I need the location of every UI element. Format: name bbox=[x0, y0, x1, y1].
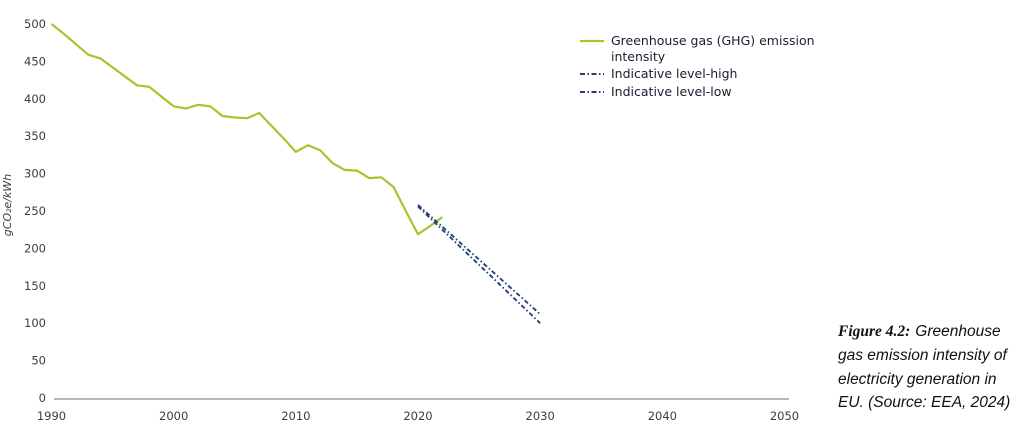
svg-text:2020: 2020 bbox=[403, 409, 432, 423]
svg-text:200: 200 bbox=[24, 241, 46, 255]
svg-text:250: 250 bbox=[24, 204, 46, 218]
svg-text:0: 0 bbox=[39, 391, 46, 405]
svg-text:2040: 2040 bbox=[648, 409, 677, 423]
svg-text:500: 500 bbox=[24, 17, 46, 31]
chart-legend: Greenhouse gas (GHG) emission intensity … bbox=[580, 33, 816, 99]
svg-text:50: 50 bbox=[31, 354, 46, 368]
figure-caption-label: Figure 4.2: bbox=[838, 323, 911, 340]
svg-text:2030: 2030 bbox=[526, 409, 555, 423]
svg-text:1990: 1990 bbox=[37, 409, 66, 423]
svg-text:150: 150 bbox=[24, 279, 46, 293]
legend-item-ghg-emission-intensity: Greenhouse gas (GHG) emission intensity bbox=[580, 33, 816, 64]
svg-text:350: 350 bbox=[24, 129, 46, 143]
svg-text:400: 400 bbox=[24, 92, 46, 106]
svg-text:gCO₂e/kWh: gCO₂e/kWh bbox=[1, 174, 14, 236]
legend-label: Indicative level-high bbox=[611, 66, 738, 81]
figure-caption: Figure 4.2: Greenhouse gas emission inte… bbox=[838, 320, 1020, 415]
legend-item-indicative-level-low: Indicative level-low bbox=[580, 84, 816, 100]
figure-caption-text: Greenhouse gas emission intensity of ele… bbox=[838, 323, 1011, 412]
legend-item-indicative-level-high: Indicative level-high bbox=[580, 66, 816, 82]
legend-label: Indicative level-low bbox=[611, 83, 732, 99]
legend-swatch-solid-line bbox=[580, 39, 604, 43]
legend-swatch-dash-dot-line bbox=[580, 90, 604, 93]
svg-text:2050: 2050 bbox=[770, 409, 799, 423]
legend-label: Greenhouse gas (GHG) emission intensity bbox=[611, 33, 815, 64]
svg-text:450: 450 bbox=[24, 54, 46, 68]
svg-text:2000: 2000 bbox=[159, 409, 188, 423]
svg-text:2010: 2010 bbox=[281, 409, 310, 423]
svg-text:100: 100 bbox=[24, 316, 46, 330]
svg-text:300: 300 bbox=[24, 167, 46, 181]
legend-swatch-dash-dot-line bbox=[580, 73, 604, 75]
